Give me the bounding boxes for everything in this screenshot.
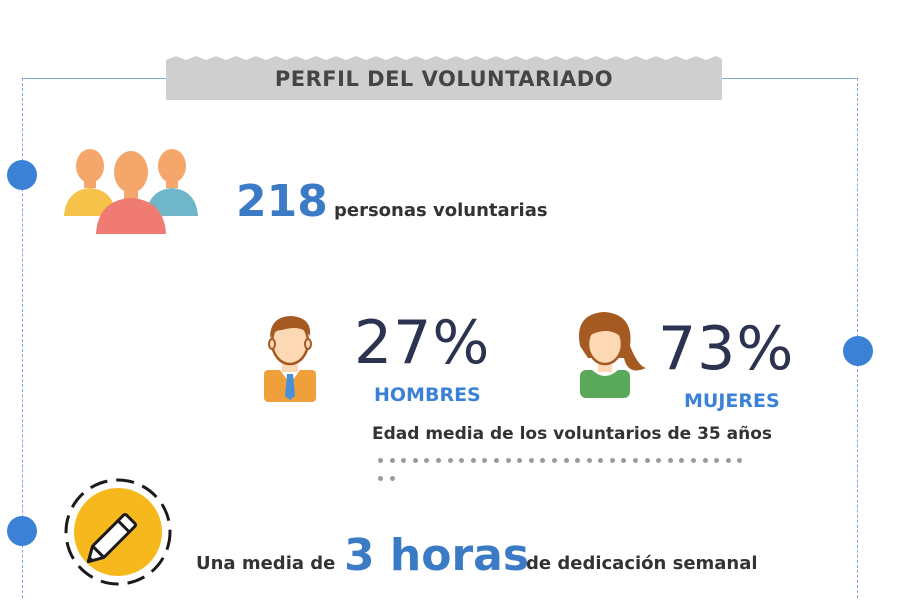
divider-dot bbox=[447, 458, 453, 463]
divider-dot bbox=[482, 458, 488, 463]
divider-dot bbox=[598, 458, 604, 463]
divider-dot bbox=[517, 458, 523, 463]
divider-dot bbox=[633, 458, 639, 463]
divider-dot bbox=[389, 458, 395, 463]
divider-dot bbox=[528, 458, 534, 463]
women-percentage: 73% bbox=[658, 314, 795, 384]
divider-dot bbox=[563, 458, 569, 463]
pencil-icon bbox=[64, 478, 172, 586]
title-banner: PERFIL DEL VOLUNTARIADO bbox=[166, 56, 722, 100]
volunteer-count-label: personas voluntarias bbox=[334, 200, 548, 221]
timeline-dot bbox=[7, 516, 37, 546]
divider-dot bbox=[401, 458, 407, 463]
divider-dot bbox=[540, 458, 546, 463]
man-icon bbox=[264, 316, 316, 402]
divider-dot bbox=[378, 458, 383, 463]
divider-dot bbox=[737, 458, 743, 463]
divider-dot bbox=[412, 458, 418, 463]
volunteer-count: 218 bbox=[236, 176, 328, 227]
men-label: HOMBRES bbox=[374, 384, 481, 406]
divider-dot bbox=[378, 476, 383, 481]
divider-dot bbox=[575, 458, 581, 463]
divider-dot bbox=[586, 458, 592, 463]
divider-dot bbox=[493, 458, 499, 463]
divider-dot bbox=[389, 476, 395, 481]
hours-value: 3 horas bbox=[344, 530, 530, 581]
divider-dot bbox=[435, 458, 441, 463]
divider-dot bbox=[459, 458, 465, 463]
hours-suffix: de dedicación semanal bbox=[526, 553, 758, 574]
men-percentage: 27% bbox=[354, 308, 491, 378]
frame-line-top-right bbox=[720, 78, 858, 79]
divider-dot bbox=[470, 458, 476, 463]
divider-dot bbox=[621, 458, 627, 463]
divider-dot bbox=[505, 458, 511, 463]
divider-dot bbox=[702, 458, 708, 463]
timeline-dot bbox=[7, 160, 37, 190]
divider-dot bbox=[424, 458, 430, 463]
average-age-text: Edad media de los voluntarios de 35 años bbox=[372, 424, 773, 444]
divider-dot bbox=[656, 458, 662, 463]
woman-icon bbox=[579, 312, 646, 398]
timeline-dot bbox=[843, 336, 873, 366]
frame-line-left bbox=[22, 78, 23, 600]
divider-dot bbox=[551, 458, 557, 463]
divider-dot bbox=[667, 458, 673, 463]
divider-dot bbox=[714, 458, 720, 463]
divider-dot bbox=[644, 458, 650, 463]
divider-dot bbox=[725, 458, 731, 463]
divider-dot bbox=[609, 458, 615, 463]
divider-dot bbox=[679, 458, 685, 463]
page-title: PERFIL DEL VOLUNTARIADO bbox=[274, 67, 614, 91]
women-label: MUJERES bbox=[684, 390, 780, 412]
people-group-icon bbox=[64, 149, 198, 234]
frame-line-top-left bbox=[22, 78, 168, 79]
hours-prefix: Una media de bbox=[196, 553, 336, 574]
divider-dot bbox=[691, 458, 697, 463]
dotted-divider bbox=[378, 450, 758, 481]
